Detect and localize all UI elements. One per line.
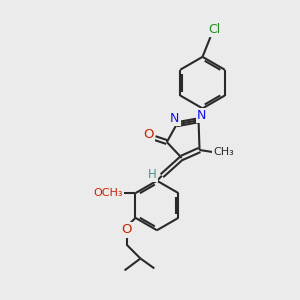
Text: OCH₃: OCH₃ [93,188,122,198]
Text: CH₃: CH₃ [213,147,234,157]
Text: O: O [143,128,153,141]
Text: N: N [197,109,206,122]
Text: N: N [170,112,179,125]
Text: Cl: Cl [208,22,220,36]
Text: H: H [148,168,156,181]
Text: O: O [121,223,132,236]
